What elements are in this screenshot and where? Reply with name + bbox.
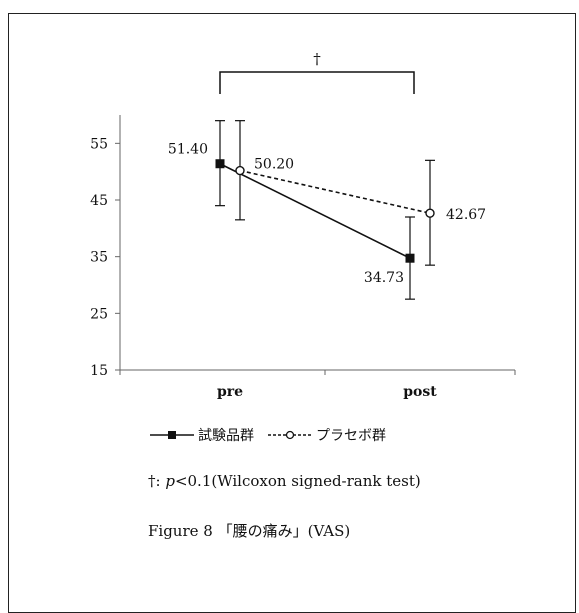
data-point-circle	[425, 208, 435, 218]
legend-item-placebo: プラセボ群	[268, 425, 386, 445]
x-tick-label: pre	[217, 384, 243, 400]
data-label: 34.73	[364, 270, 404, 286]
significance-dagger: †	[313, 50, 321, 68]
figure-caption: Figure 8 「腰の痛み」(VAS)	[148, 522, 351, 540]
x-tick-label: post	[403, 384, 437, 400]
bracket-line	[219, 71, 415, 94]
data-label: 50.20	[254, 157, 294, 173]
note-prefix: †:	[148, 472, 166, 490]
data-point-square	[215, 159, 225, 169]
significance-note: †: p<0.1(Wilcoxon signed-rank test)	[148, 472, 421, 490]
legend-swatch-solid-square	[150, 431, 194, 439]
series-line	[239, 169, 431, 214]
note-text: <0.1(Wilcoxon signed-rank test)	[174, 472, 421, 490]
legend-swatch-dashed-circle	[268, 430, 312, 440]
chart-axes: 15 25 35 45 55 pre post	[90, 115, 516, 400]
legend: 試験品群 プラセボ群	[150, 425, 386, 445]
data-label: 51.40	[168, 142, 208, 158]
chart-plot-area: 51.40 34.73 50.20 42.67	[168, 120, 486, 300]
series-line	[219, 163, 411, 259]
data-point-circle	[235, 165, 245, 176]
y-tick-label: 25	[90, 306, 108, 322]
y-tick-label: 15	[90, 363, 108, 379]
legend-label-placebo: プラセボ群	[316, 428, 386, 444]
data-point-square	[405, 253, 415, 263]
y-tick-label: 35	[90, 250, 108, 266]
legend-item-test: 試験品群	[150, 425, 254, 445]
legend-label-test: 試験品群	[198, 428, 254, 444]
line-chart: 15 25 35 45 55 pre post † 51.40 34.73 50.20 42.67	[90, 50, 516, 400]
data-label: 42.67	[446, 207, 486, 223]
y-tick-label: 45	[90, 193, 108, 209]
note-p-symbol: p	[165, 472, 175, 490]
y-tick-label: 55	[90, 136, 108, 152]
significance-bracket: †	[219, 50, 415, 94]
